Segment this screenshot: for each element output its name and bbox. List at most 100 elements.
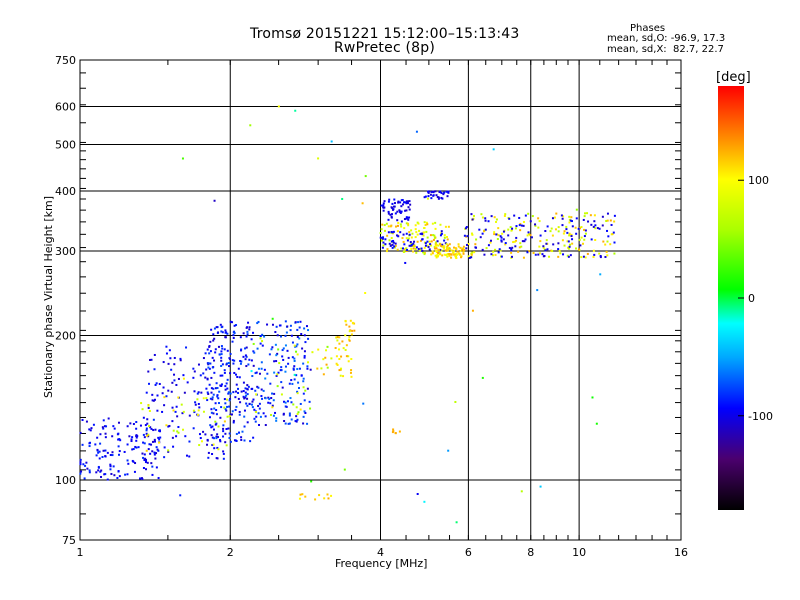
data-point bbox=[553, 216, 556, 219]
data-point bbox=[243, 409, 246, 412]
data-point bbox=[462, 250, 465, 253]
data-point bbox=[598, 252, 601, 255]
data-point bbox=[405, 217, 408, 220]
data-point bbox=[555, 212, 558, 215]
data-point bbox=[394, 242, 397, 245]
data-point bbox=[220, 353, 223, 356]
data-point bbox=[335, 336, 338, 339]
data-point bbox=[229, 320, 232, 323]
data-point bbox=[294, 109, 297, 112]
data-point bbox=[213, 437, 216, 440]
data-point bbox=[393, 245, 396, 248]
data-point bbox=[259, 337, 262, 340]
data-point bbox=[481, 232, 484, 235]
data-point bbox=[192, 427, 195, 430]
data-point bbox=[155, 382, 158, 385]
data-point bbox=[222, 457, 225, 460]
data-point bbox=[544, 249, 547, 252]
data-point bbox=[612, 231, 615, 234]
data-point bbox=[435, 251, 438, 254]
data-point bbox=[245, 394, 248, 397]
data-point bbox=[522, 256, 525, 259]
data-point bbox=[569, 254, 572, 257]
data-point bbox=[308, 400, 311, 403]
data-point bbox=[495, 220, 498, 223]
data-point bbox=[344, 319, 347, 322]
data-point bbox=[437, 196, 440, 199]
data-point bbox=[606, 240, 609, 243]
data-point bbox=[258, 423, 261, 426]
data-point bbox=[434, 241, 437, 244]
data-point bbox=[405, 216, 408, 219]
data-point bbox=[454, 400, 457, 403]
data-point bbox=[206, 438, 209, 441]
data-point bbox=[150, 462, 153, 465]
data-point bbox=[202, 372, 205, 375]
data-point bbox=[382, 204, 385, 207]
x-tick-label: 2 bbox=[227, 546, 234, 559]
data-point bbox=[443, 191, 446, 194]
data-point bbox=[577, 248, 580, 251]
data-point bbox=[391, 208, 394, 211]
data-point bbox=[217, 425, 220, 428]
data-point bbox=[390, 216, 393, 219]
data-point bbox=[518, 216, 521, 219]
data-point bbox=[232, 391, 235, 394]
x-tick-label: 6 bbox=[465, 546, 472, 559]
data-point bbox=[425, 230, 428, 233]
data-point bbox=[544, 230, 547, 233]
data-point bbox=[89, 441, 92, 444]
data-point bbox=[348, 335, 351, 338]
data-point bbox=[216, 395, 219, 398]
data-point bbox=[92, 423, 95, 426]
data-point bbox=[175, 383, 178, 386]
data-point bbox=[221, 374, 224, 377]
data-point bbox=[242, 332, 245, 335]
data-point bbox=[418, 249, 421, 252]
data-point bbox=[281, 386, 284, 389]
data-point bbox=[210, 434, 213, 437]
data-point bbox=[459, 246, 462, 249]
data-point bbox=[407, 218, 410, 221]
data-point bbox=[224, 432, 227, 435]
data-point bbox=[326, 345, 329, 348]
data-point bbox=[336, 336, 339, 339]
data-point bbox=[237, 367, 240, 370]
data-point bbox=[167, 450, 170, 453]
data-point bbox=[250, 359, 253, 362]
data-point bbox=[526, 251, 529, 254]
data-point bbox=[303, 356, 306, 359]
data-point bbox=[97, 451, 100, 454]
data-point bbox=[537, 217, 540, 220]
data-point bbox=[284, 334, 287, 337]
data-point bbox=[336, 363, 339, 366]
data-point bbox=[154, 457, 157, 460]
data-point bbox=[426, 223, 429, 226]
data-point bbox=[426, 240, 429, 243]
data-point bbox=[347, 355, 350, 358]
data-point bbox=[171, 420, 174, 423]
data-point bbox=[223, 348, 226, 351]
data-point bbox=[144, 424, 147, 427]
data-point bbox=[143, 442, 146, 445]
data-point bbox=[100, 475, 103, 478]
data-point bbox=[177, 426, 180, 429]
data-point bbox=[151, 450, 154, 453]
data-point bbox=[222, 427, 225, 430]
data-point bbox=[440, 244, 443, 247]
data-point bbox=[220, 350, 223, 353]
data-point bbox=[147, 382, 150, 385]
data-point bbox=[198, 406, 201, 409]
data-point bbox=[296, 343, 299, 346]
data-point bbox=[226, 387, 229, 390]
data-point bbox=[391, 431, 394, 434]
data-point bbox=[230, 413, 233, 416]
data-point bbox=[472, 214, 475, 217]
data-point bbox=[554, 228, 557, 231]
data-point bbox=[301, 347, 304, 350]
data-point bbox=[432, 234, 435, 237]
data-point bbox=[510, 251, 513, 254]
data-point bbox=[282, 412, 285, 415]
data-point bbox=[227, 391, 230, 394]
data-point bbox=[551, 250, 554, 253]
